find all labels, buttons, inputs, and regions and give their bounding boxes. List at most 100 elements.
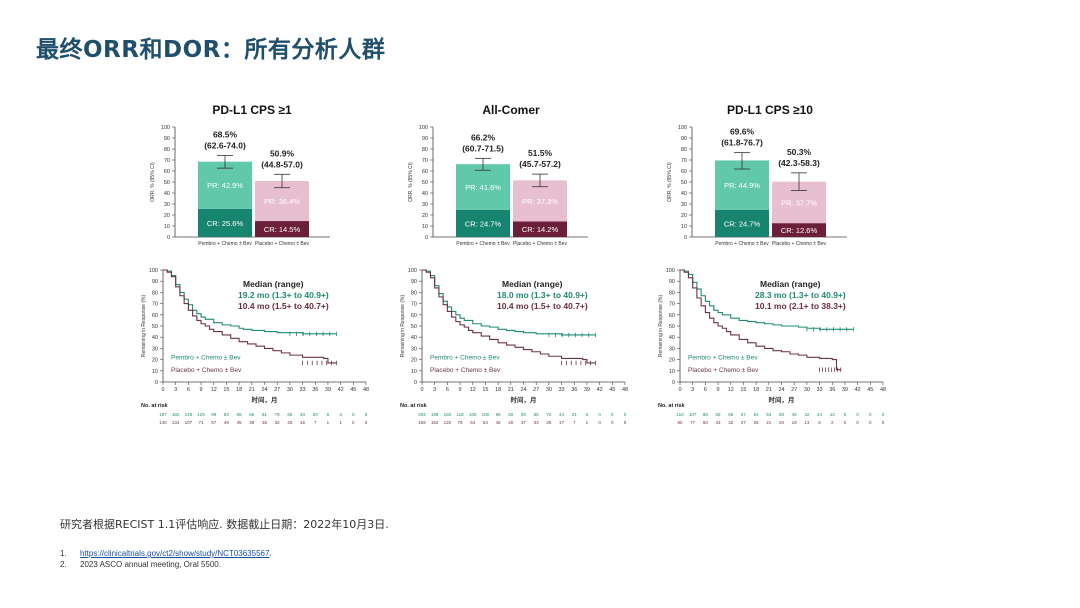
km-curve <box>163 269 337 364</box>
risk-count: 82 <box>508 412 514 417</box>
risk-count: 49 <box>792 412 798 417</box>
cr-bar <box>456 209 510 237</box>
y-tick-label: 70 <box>681 158 687 164</box>
y-tick-label: 60 <box>422 169 428 175</box>
y-tick-label: 10 <box>164 224 170 230</box>
risk-count: 96 <box>496 412 502 417</box>
reference-item: 2. 2023 ASCO annual meeting, Oral 5500. <box>60 559 272 570</box>
risk-count: 1 <box>327 420 330 425</box>
risk-count: 198 <box>431 412 439 417</box>
risk-count: 37 <box>521 420 527 425</box>
y-tick-label: 80 <box>422 147 428 153</box>
risk-count: 43 <box>716 420 722 425</box>
y-axis-label: Remaining in Response (%) <box>400 295 406 358</box>
y-tick-label: 40 <box>422 191 428 197</box>
y-tick-label: 100 <box>408 268 417 274</box>
reference-link[interactable]: https://clinicaltrials.gov/ct2/show/stud… <box>80 549 270 558</box>
y-tick-label: 60 <box>411 313 417 319</box>
risk-count: 20 <box>313 412 319 417</box>
x-tick-label: 36 <box>312 387 318 393</box>
km-curve <box>680 269 841 371</box>
y-tick-label: 70 <box>164 158 170 164</box>
y-tick-label: 90 <box>422 136 428 142</box>
risk-count: 80 <box>677 420 683 425</box>
risk-count: 0 <box>611 412 614 417</box>
reference-suffix: . <box>269 549 272 558</box>
x-tick-label: 12 <box>470 387 476 393</box>
y-tick-label: 90 <box>681 136 687 142</box>
risk-count: 27 <box>741 420 747 425</box>
x-tick-label: 45 <box>350 387 356 393</box>
risk-count: 159 <box>418 420 426 425</box>
y-tick-label: 100 <box>149 268 158 274</box>
x-tick-label: 42 <box>855 387 861 393</box>
x-tick-label: 6 <box>446 387 449 393</box>
risk-count: 120 <box>444 420 452 425</box>
risk-count: 118 <box>456 412 464 417</box>
x-tick-label: 15 <box>740 387 746 393</box>
risk-count: 25 <box>754 420 760 425</box>
category-label: Pembro + Chemo ± Bev <box>456 241 510 247</box>
series-label: Pembro + Chemo ± Bev <box>688 355 758 362</box>
orr-ci-label: (61.8-76.7) <box>721 138 763 148</box>
x-tick-label: 39 <box>325 387 331 393</box>
risk-count: 99 <box>211 412 217 417</box>
risk-count: 40 <box>508 420 514 425</box>
risk-count: 134 <box>172 420 180 425</box>
y-tick-label: 70 <box>411 302 417 308</box>
cr-bar <box>513 221 567 237</box>
references-list: 1. https://clinicaltrials.gov/ct2/show/st… <box>60 548 272 570</box>
y-tick-label: 90 <box>152 279 158 285</box>
y-tick-label: 40 <box>669 335 675 341</box>
x-tick-label: 24 <box>261 387 267 393</box>
risk-count: 6 <box>818 420 821 425</box>
risk-count: 66 <box>287 412 293 417</box>
page-title: 最终ORR和DOR：所有分析人群 <box>36 37 386 63</box>
km-curve <box>163 269 337 335</box>
y-tick-label: 40 <box>152 335 158 341</box>
y-tick-label: 0 <box>672 380 675 386</box>
y-tick-label: 80 <box>152 290 158 296</box>
median-value: 10.1 mo (2.1+ to 38.3+) <box>755 301 846 311</box>
y-tick-label: 10 <box>681 224 687 230</box>
y-tick-label: 100 <box>161 125 170 131</box>
pr-label: PR: 44.9% <box>724 181 760 190</box>
x-tick-label: 30 <box>287 387 293 393</box>
median-title: Median (range) <box>760 279 821 289</box>
x-tick-label: 36 <box>571 387 577 393</box>
x-tick-label: 6 <box>187 387 190 393</box>
risk-count: 100 <box>482 412 490 417</box>
y-tick-label: 50 <box>422 180 428 186</box>
y-tick-label: 100 <box>666 268 675 274</box>
orr-ci-label: (42.3-58.3) <box>778 158 820 168</box>
risk-count: 24 <box>817 412 823 417</box>
cr-bar <box>715 209 769 237</box>
y-tick-label: 40 <box>681 191 687 197</box>
risk-count: 187 <box>159 412 167 417</box>
risk-count: 1 <box>339 420 342 425</box>
x-tick-label: 21 <box>508 387 514 393</box>
risk-count: 107 <box>689 412 697 417</box>
risk-count: 42 <box>804 412 810 417</box>
y-tick-label: 80 <box>164 147 170 153</box>
y-tick-label: 40 <box>164 191 170 197</box>
y-tick-label: 40 <box>411 335 417 341</box>
risk-count: 21 <box>572 412 578 417</box>
orr-ci-label: (60.7-71.5) <box>462 143 504 153</box>
median-value: 18.0 mo (1.3+ to 40.9+) <box>497 290 588 300</box>
y-tick-label: 0 <box>425 235 428 241</box>
series-label: Placebo + Chemo ± Bev <box>430 367 501 374</box>
risk-count: 0 <box>611 420 614 425</box>
risk-count: 6 <box>586 412 589 417</box>
y-tick-label: 80 <box>411 290 417 296</box>
risk-count: 79 <box>458 420 464 425</box>
y-tick-label: 50 <box>681 180 687 186</box>
y-tick-label: 20 <box>411 358 417 364</box>
x-tick-label: 33 <box>559 387 565 393</box>
cr-label: CR: 14.5% <box>264 225 301 234</box>
category-label: Placebo + Chemo ± Bev <box>255 241 310 247</box>
cr-bar <box>772 223 826 237</box>
pr-bar <box>198 161 252 209</box>
